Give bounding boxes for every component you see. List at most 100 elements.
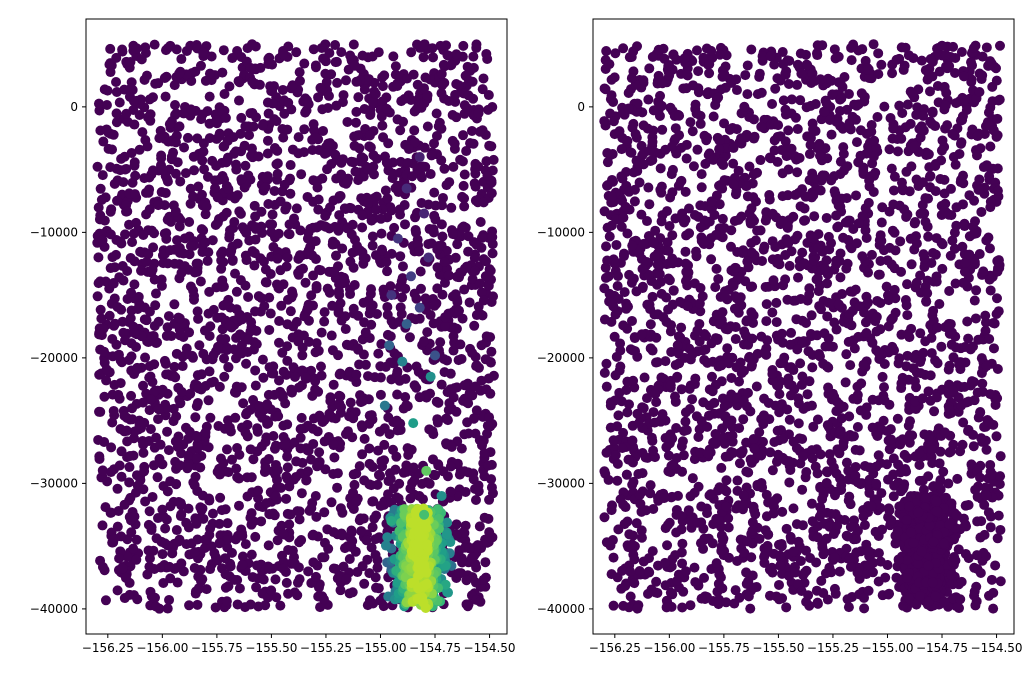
scatter-point — [274, 316, 285, 327]
scatter-point — [417, 478, 428, 489]
scatter-point — [275, 600, 286, 611]
scatter-point — [426, 150, 437, 161]
scatter-point — [144, 553, 155, 564]
scatter-point — [459, 169, 470, 180]
scatter-point — [671, 372, 682, 383]
scatter-point — [125, 492, 136, 503]
scatter-point — [901, 361, 912, 372]
scatter-point — [282, 252, 293, 263]
scatter-point — [156, 280, 167, 291]
scatter-point — [131, 217, 142, 228]
scatter-point — [245, 444, 256, 455]
scatter-point — [276, 520, 287, 531]
scatter-point — [286, 384, 297, 395]
scatter-point — [409, 475, 420, 486]
scatter-point — [326, 159, 337, 170]
scatter-point — [322, 102, 333, 113]
scatter-point — [232, 599, 243, 610]
scatter-point — [843, 465, 854, 476]
scatter-point — [240, 250, 251, 261]
scatter-point — [391, 415, 402, 426]
scatter-point — [139, 302, 150, 313]
scatter-point — [326, 330, 337, 341]
scatter-point — [338, 90, 349, 101]
scatter-point — [126, 148, 137, 159]
scatter-point — [375, 595, 386, 606]
scatter-point — [176, 558, 187, 569]
scatter-point — [169, 299, 180, 310]
scatter-point — [413, 583, 424, 594]
scatter-point — [481, 331, 492, 342]
scatter-point — [466, 552, 477, 563]
scatter-point — [262, 399, 273, 410]
scatter-point — [346, 525, 357, 536]
scatter-point — [758, 410, 769, 421]
scatter-point — [409, 125, 420, 136]
scatter-point — [806, 445, 817, 456]
scatter-point — [934, 66, 945, 77]
scatter-point — [277, 84, 288, 95]
scatter-point — [413, 366, 424, 377]
scatter-point — [200, 534, 211, 545]
scatter-point — [364, 568, 375, 579]
scatter-point — [244, 130, 255, 141]
scatter-point — [250, 211, 261, 222]
scatter-point — [974, 249, 985, 260]
scatter-point — [470, 158, 481, 169]
scatter-point — [296, 169, 307, 180]
scatter-point — [439, 163, 450, 174]
scatter-point — [312, 461, 323, 472]
scatter-point — [759, 241, 770, 252]
scatter-point — [291, 456, 302, 467]
scatter-point — [347, 219, 358, 230]
scatter-point — [990, 560, 1001, 571]
scatter-point — [246, 549, 257, 560]
scatter-point — [239, 140, 250, 151]
scatter-point — [835, 426, 846, 437]
scatter-point — [138, 230, 149, 241]
scatter-point — [681, 69, 692, 80]
scatter-point — [449, 143, 460, 154]
scatter-point — [313, 345, 324, 356]
scatter-point — [807, 516, 818, 527]
scatter-point — [262, 148, 273, 159]
scatter-point — [213, 341, 224, 352]
scatter-point — [795, 48, 806, 59]
scatter-point — [461, 146, 472, 157]
scatter-point — [178, 248, 189, 259]
scatter-point — [92, 161, 103, 172]
scatter-point — [144, 506, 155, 517]
scatter-point — [419, 208, 430, 219]
scatter-point — [278, 563, 289, 574]
scatter-point — [223, 362, 234, 373]
scatter-point — [478, 295, 489, 306]
scatter-point — [334, 390, 345, 401]
scatter-point — [233, 76, 244, 87]
scatter-point — [923, 231, 934, 242]
scatter-point — [112, 195, 123, 206]
scatter-point — [433, 459, 444, 470]
scatter-point — [289, 371, 300, 382]
scatter-point — [950, 67, 960, 78]
scatter-point — [100, 595, 111, 606]
scatter-point — [143, 112, 154, 123]
scatter-point — [207, 508, 218, 519]
scatter-point — [308, 119, 319, 130]
scatter-point — [115, 236, 126, 247]
scatter-point — [174, 273, 185, 284]
scatter-point — [300, 93, 311, 104]
scatter-point — [273, 411, 284, 422]
scatter-point — [195, 462, 206, 473]
scatter-point — [124, 462, 135, 473]
scatter-point — [233, 500, 244, 511]
scatter-point — [677, 558, 688, 569]
scatter-point — [268, 241, 279, 252]
scatter-point — [210, 183, 221, 194]
scatter-point — [293, 336, 304, 347]
scatter-point — [458, 40, 469, 51]
scatter-point — [349, 279, 360, 290]
scatter-point — [209, 548, 220, 559]
scatter-point — [269, 186, 280, 196]
scatter-point — [425, 371, 436, 382]
scatter-point — [484, 494, 495, 505]
